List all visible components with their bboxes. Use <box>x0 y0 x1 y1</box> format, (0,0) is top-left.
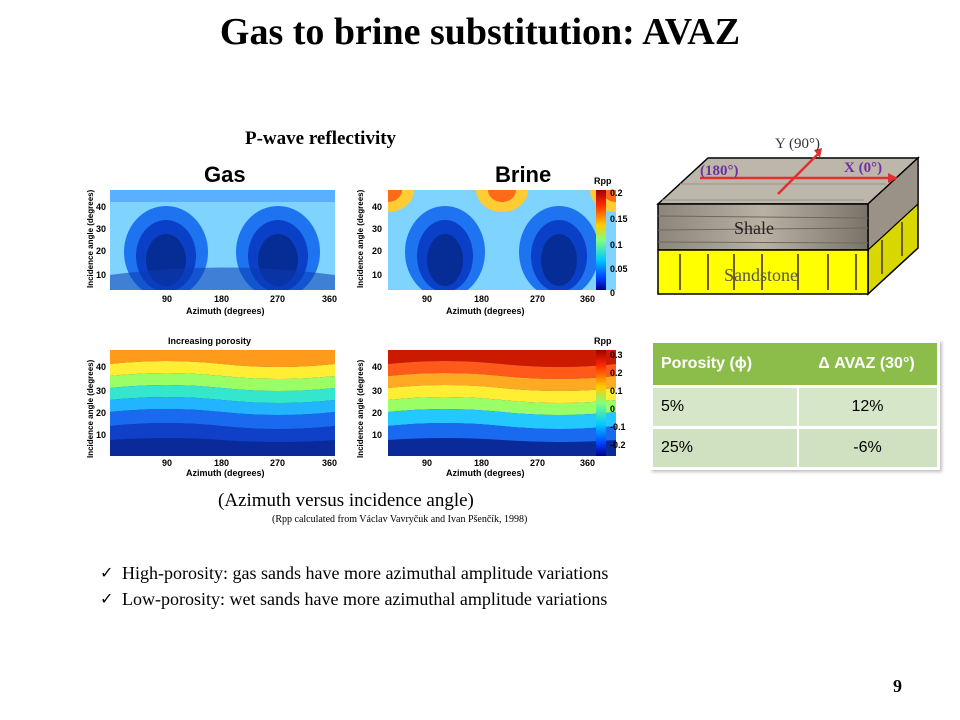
shale-label: Shale <box>734 218 774 238</box>
contour-plot-brine <box>388 190 616 290</box>
sandstone-label: Sandstone <box>724 265 798 285</box>
y-tick: 20 <box>96 408 107 418</box>
y-tick: 20 <box>372 246 383 256</box>
y-tick: 10 <box>96 270 107 280</box>
panel-subtitle: Gas <box>204 162 246 187</box>
x-tick: 180 <box>214 294 230 304</box>
bullet-text: High-porosity: gas sands have more azimu… <box>122 562 609 583</box>
contour-plot-gas <box>110 190 335 290</box>
colorbar-tick: 0 <box>610 288 616 298</box>
page-number: 9 <box>893 676 902 696</box>
list-item: ✓ High-porosity: gas sands have more azi… <box>100 560 608 586</box>
contour-plot-gas-porosity <box>110 350 335 456</box>
y-tick: 20 <box>372 408 383 418</box>
table-row: 5% 12% <box>653 388 937 429</box>
y-tick: 40 <box>372 362 383 372</box>
x-axis-label: Azimuth (degrees) <box>446 468 525 478</box>
x-tick: 90 <box>422 294 433 304</box>
bullet-text: Low-porosity: wet sands have more azimut… <box>122 588 608 609</box>
panel-brine-high-porosity: Rpp 0.3 0.2 0.1 0 -0.1 -0.2 Incidence an… <box>350 330 650 480</box>
x-tick: 270 <box>270 294 286 304</box>
slide-title: Gas to brine substitution: AVAZ <box>219 11 741 53</box>
y-tick: 30 <box>96 224 107 234</box>
colorbar-tick: -0.2 <box>610 440 626 450</box>
colorbar-tick: -0.1 <box>610 422 626 432</box>
colorbar-bottom <box>596 350 606 456</box>
table-header: Δ AVAZ (30°) <box>796 343 937 388</box>
y-tick: 30 <box>372 224 383 234</box>
x-tick: 360 <box>580 458 596 468</box>
bullet-list: ✓ High-porosity: gas sands have more azi… <box>100 560 608 612</box>
colorbar-label: Rpp <box>594 336 612 346</box>
x-tick: 360 <box>322 458 338 468</box>
y-axis-label: Incidence angle (degrees) <box>356 359 365 458</box>
checkmark-icon: ✓ <box>100 565 114 582</box>
table-row: 25% -6% <box>653 429 937 467</box>
table-header: Porosity (ϕ) <box>653 343 797 388</box>
figure-heading: P-wave reflectivity <box>245 128 397 149</box>
y-tick: 20 <box>96 246 107 256</box>
panel-subtitle: Increasing porosity <box>168 336 252 346</box>
y-axis-label: Incidence angle (degrees) <box>356 189 365 288</box>
y-tick: 30 <box>372 386 383 396</box>
y-tick: 30 <box>96 386 107 396</box>
x-axis-label: Azimuth (degrees) <box>186 306 265 316</box>
x-tick: 90 <box>162 294 173 304</box>
avaz-table: Porosity (ϕ) Δ AVAZ (30°) 5% 12% 25% -6% <box>650 340 940 470</box>
y-axis-label: Incidence angle (degrees) <box>86 189 95 288</box>
figure-caption: (Azimuth versus incidence angle) <box>218 490 474 511</box>
table-cell: 5% <box>653 388 797 429</box>
table-cell: -6% <box>796 429 937 467</box>
y-tick: 10 <box>372 430 383 440</box>
y-tick: 40 <box>372 202 383 212</box>
x-tick: 90 <box>422 458 433 468</box>
x-tick: 270 <box>270 458 286 468</box>
x-tick: 180 <box>214 458 230 468</box>
list-item: ✓ Low-porosity: wet sands have more azim… <box>100 586 608 612</box>
table-cell: 12% <box>796 388 937 429</box>
y-tick: 40 <box>96 202 107 212</box>
x-tick: 360 <box>322 294 338 304</box>
table-cell: 25% <box>653 429 797 467</box>
panel-brine: Brine Rpp 0.2 0.15 0.1 0.05 0 Incidence … <box>350 160 650 320</box>
x-tick: 270 <box>530 458 546 468</box>
x-axis-label: Azimuth (degrees) <box>446 306 525 316</box>
checkmark-icon: ✓ <box>100 591 114 608</box>
colorbar-tick: 0.2 <box>610 368 623 378</box>
colorbar-tick: 0.3 <box>610 350 623 360</box>
x-axis-direction-label: X (0°) <box>844 160 883 176</box>
figure-citation: (Rpp calculated from Václav Vavryčuk and… <box>272 514 528 525</box>
colorbar-tick: 0 <box>610 404 616 414</box>
colorbar-top <box>596 190 606 290</box>
x-tick: 180 <box>474 294 490 304</box>
y-tick: 10 <box>372 270 383 280</box>
contour-plot-brine-porosity <box>388 350 616 456</box>
colorbar-tick: 0.1 <box>610 386 623 396</box>
x-tick: 180 <box>474 458 490 468</box>
colorbar-label: Rpp <box>594 176 612 186</box>
neg-x-axis-direction-label: (180°) <box>700 163 739 179</box>
panel-subtitle: Brine <box>495 162 552 187</box>
colorbar-tick: 0.15 <box>610 214 628 224</box>
panel-gas-high-porosity: Increasing porosity Incidence angle (deg… <box>80 330 350 480</box>
x-axis-label: Azimuth (degrees) <box>186 468 265 478</box>
x-tick: 270 <box>530 294 546 304</box>
panel-gas: Gas Incidence angle (degrees) 40 30 20 1… <box>80 160 350 320</box>
layer-block-diagram <box>656 148 920 296</box>
y-axis-direction-label: Y (90°) <box>775 136 821 152</box>
y-tick: 40 <box>96 362 107 372</box>
colorbar-tick: 0.1 <box>610 240 623 250</box>
colorbar-tick: 0.05 <box>610 264 628 274</box>
x-tick: 360 <box>580 294 596 304</box>
colorbar-tick: 0.2 <box>610 188 623 198</box>
y-axis-label: Incidence angle (degrees) <box>86 359 95 458</box>
y-tick: 10 <box>96 430 107 440</box>
x-tick: 90 <box>162 458 173 468</box>
